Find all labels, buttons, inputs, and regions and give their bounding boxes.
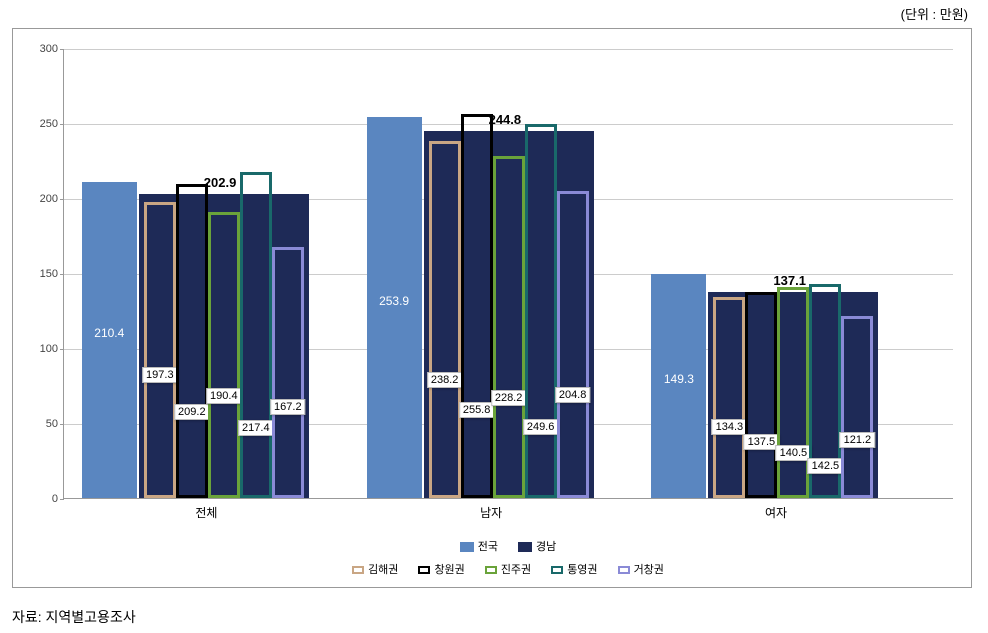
y-tick-mark <box>60 274 64 275</box>
legend-row: 전국 경남 <box>63 536 953 556</box>
bar-geochang: 121.2 <box>841 316 873 498</box>
legend-item: 전국 <box>460 538 498 554</box>
y-tick-mark <box>60 424 64 425</box>
bar-value-label: 209.2 <box>174 404 210 420</box>
bar-value-label: 238.2 <box>427 372 463 388</box>
legend-label: 경남 <box>536 541 556 553</box>
bar-changwon: 255.8 <box>461 114 493 498</box>
bar-jinju: 140.5 <box>777 287 809 498</box>
bar-gimhae: 197.3 <box>144 202 176 498</box>
y-tick-mark <box>60 499 64 500</box>
y-tick-mark <box>60 349 64 350</box>
bar-changwon: 137.5 <box>745 292 777 498</box>
bar-value-label: 121.2 <box>840 432 876 448</box>
legend-swatch <box>418 566 430 574</box>
bar-changwon: 209.2 <box>176 184 208 498</box>
y-tick-label: 150 <box>40 268 58 280</box>
bar-value-label: 204.8 <box>555 387 591 403</box>
y-tick-mark <box>60 124 64 125</box>
bar-value-label: 249.6 <box>523 419 559 435</box>
legend-row: 김해권 창원권 진주권 통영권 거창권 <box>63 559 953 579</box>
legend: 전국 경남김해권 창원권 진주권 통영권 거창권 <box>63 533 953 579</box>
legend-item: 진주권 <box>485 561 531 577</box>
bar-gimhae: 238.2 <box>429 141 461 498</box>
legend-swatch <box>518 542 532 552</box>
chart-frame: 0 50 100 150 200 250 300 전체 210.4 202.9 197.3 209.2… <box>12 28 972 588</box>
group-top-label: 244.8 <box>489 112 522 127</box>
bar-geochang: 204.8 <box>557 191 589 498</box>
legend-label: 통영권 <box>567 564 597 576</box>
legend-label: 창원권 <box>434 564 464 576</box>
bar-national: 210.4 <box>82 182 137 498</box>
legend-swatch <box>485 566 497 574</box>
bar-national: 253.9 <box>367 117 422 498</box>
bar-value-label: 217.4 <box>238 420 274 436</box>
bar-value-label: 210.4 <box>94 326 124 340</box>
group-top-label: 137.1 <box>773 273 806 288</box>
legend-item: 경남 <box>518 538 556 554</box>
y-tick-label: 50 <box>46 418 58 430</box>
legend-swatch <box>352 566 364 574</box>
bar-value-label: 190.4 <box>206 388 242 404</box>
legend-swatch <box>551 566 563 574</box>
bar-value-label: 197.3 <box>142 367 178 383</box>
legend-swatch <box>460 542 474 552</box>
y-tick-label: 200 <box>40 193 58 205</box>
x-category-label: 남자 <box>480 504 502 521</box>
legend-item: 김해권 <box>352 561 398 577</box>
y-tick-label: 0 <box>52 493 58 505</box>
bar-value-label: 134.3 <box>712 419 748 435</box>
plot-area: 050100150200250300전체210.4202.9197.3209.2… <box>63 49 953 499</box>
legend-item: 창원권 <box>418 561 464 577</box>
y-tick-label: 300 <box>40 43 58 55</box>
y-tick-label: 100 <box>40 343 58 355</box>
chart-group: 남자253.9244.8238.2255.8228.2249.6204.8 <box>367 49 616 498</box>
bar-value-label: 167.2 <box>270 399 306 415</box>
bar-tongyeong: 249.6 <box>525 124 557 498</box>
x-category-label: 전체 <box>195 504 217 521</box>
bar-jinju: 228.2 <box>493 156 525 498</box>
y-tick-label: 250 <box>40 118 58 130</box>
legend-label: 진주권 <box>501 564 531 576</box>
chart-group: 여자149.3137.1134.3137.5140.5142.5121.2 <box>651 49 900 498</box>
group-top-label: 202.9 <box>204 175 237 190</box>
bar-gimhae: 134.3 <box>713 297 745 498</box>
bar-geochang: 167.2 <box>272 247 304 498</box>
bar-value-label: 149.3 <box>664 372 694 386</box>
legend-swatch <box>618 566 630 574</box>
bar-value-label: 137.5 <box>744 434 780 450</box>
bar-tongyeong: 217.4 <box>240 172 272 498</box>
x-category-label: 여자 <box>765 504 787 521</box>
legend-label: 거창권 <box>634 564 664 576</box>
legend-label: 김해권 <box>368 564 398 576</box>
legend-label: 전국 <box>478 541 498 553</box>
y-tick-mark <box>60 49 64 50</box>
bar-national: 149.3 <box>651 274 706 498</box>
bar-value-label: 140.5 <box>776 445 812 461</box>
bar-jinju: 190.4 <box>208 212 240 498</box>
legend-item: 통영권 <box>551 561 597 577</box>
bar-value-label: 228.2 <box>491 390 527 406</box>
y-tick-mark <box>60 199 64 200</box>
legend-item: 거창권 <box>618 561 664 577</box>
bar-value-label: 255.8 <box>459 402 495 418</box>
bar-tongyeong: 142.5 <box>809 284 841 498</box>
bar-value-label: 253.9 <box>379 294 409 308</box>
bar-value-label: 142.5 <box>808 458 844 474</box>
unit-label: (단위 : 만원) <box>901 4 968 23</box>
source-label: 자료: 지역별고용조사 <box>12 607 136 627</box>
chart-group: 전체210.4202.9197.3209.2190.4217.4167.2 <box>82 49 331 498</box>
